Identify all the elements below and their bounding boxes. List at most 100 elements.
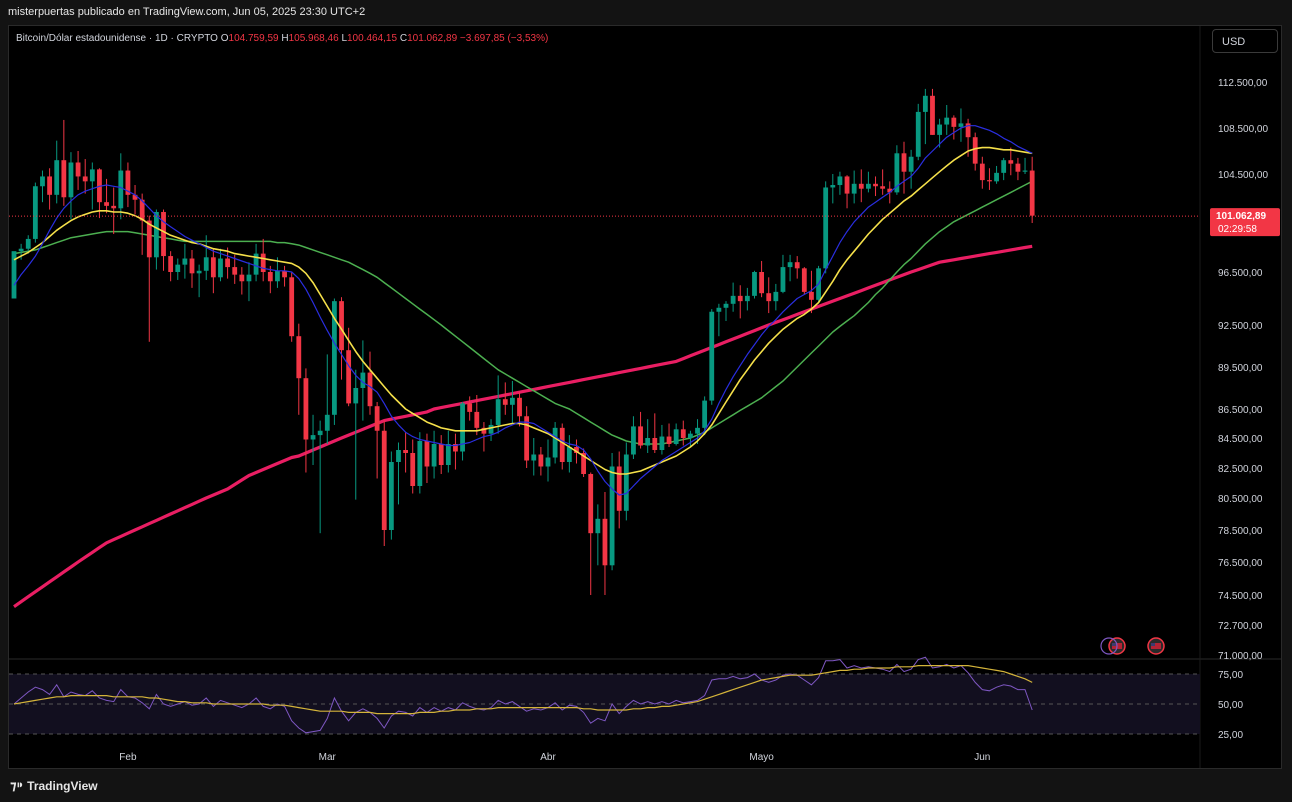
candle-body [289, 277, 295, 337]
tradingview-logo-icon: ⁊⁍ [10, 778, 24, 793]
candle-body [581, 453, 586, 474]
last-price-label: 101.062,89 [1216, 211, 1266, 222]
candle-body [68, 162, 74, 198]
price-tick-label: 89.500,00 [1218, 363, 1263, 374]
candle-body [1029, 170, 1035, 216]
candle-body [801, 268, 807, 292]
symbol-label[interactable]: Bitcoin/Dólar estadounidense · 1D · CRYP… [16, 33, 218, 44]
candle-body [161, 211, 166, 257]
candle-body [317, 430, 323, 436]
candle-body [723, 303, 729, 308]
candle-body [82, 176, 88, 182]
candle-body [602, 518, 608, 566]
candle-body [972, 137, 978, 164]
candle-body [780, 267, 786, 292]
candle-body [510, 397, 515, 405]
candle-body [858, 183, 864, 189]
candle-body [680, 429, 686, 438]
candle-body [18, 248, 24, 252]
candle-body [566, 447, 572, 462]
candle-body [709, 311, 715, 401]
candle-body [794, 262, 800, 269]
candle-body [25, 238, 31, 249]
change-value: −3.697,85 (−3,53%) [459, 33, 549, 44]
candle-body [403, 450, 408, 453]
price-tick-label: 76.500,00 [1218, 558, 1263, 569]
candle-body [467, 403, 473, 412]
price-tick-label: 84.500,00 [1218, 434, 1263, 445]
candle-body [495, 399, 501, 425]
candle-body [887, 188, 893, 193]
candle-body [652, 438, 658, 450]
candle-body [823, 187, 829, 269]
candle-body [844, 176, 850, 194]
candle-body [574, 447, 579, 453]
candle-body [894, 153, 900, 193]
publish-caption: misterpuertas publicado en TradingView.c… [8, 6, 366, 18]
candle-body [61, 160, 67, 198]
low-label: L [341, 33, 347, 44]
price-tick-label: 71.000,00 [1218, 651, 1263, 662]
candle-body [830, 185, 836, 188]
candle-body [873, 183, 878, 187]
candle-body [695, 427, 700, 434]
flag-canton [1151, 643, 1155, 646]
candle-body [353, 388, 359, 404]
candle-body [901, 153, 907, 172]
chart-frame [8, 25, 1282, 769]
price-tick-label: 86.500,00 [1218, 405, 1263, 416]
candle-body [132, 194, 138, 200]
candle-body [951, 117, 957, 127]
candle-body [275, 270, 280, 282]
candle-body [958, 123, 964, 127]
candle-body [431, 444, 437, 467]
ma200-line [13, 244, 1033, 609]
open-value: 104.759,59 [228, 33, 279, 44]
candle-body [851, 183, 857, 194]
candle-body [367, 372, 373, 407]
candle-body [545, 457, 551, 467]
candle-body [182, 258, 188, 265]
candle-body [75, 162, 81, 177]
candle-body [524, 416, 530, 461]
candle-body [559, 427, 565, 462]
candle-body [1008, 160, 1014, 164]
candle-body [937, 124, 942, 135]
candle-body [538, 454, 544, 467]
candle-body [759, 272, 764, 294]
flag-icon [1151, 643, 1161, 649]
flag-canton [1112, 643, 1116, 646]
candle-body [944, 117, 950, 125]
candle-body [474, 411, 480, 428]
price-tick-label: 108.500,00 [1218, 124, 1268, 135]
candle-body [339, 301, 344, 351]
candle-body [502, 399, 508, 405]
candle-body [744, 295, 750, 302]
candle-body [915, 111, 921, 157]
candle-body [453, 444, 458, 452]
currency-button[interactable]: USD [1212, 29, 1278, 53]
tradingview-logo[interactable]: ⁊⁍ TradingView [10, 778, 98, 794]
event-ring-icon [1100, 637, 1118, 655]
candle-body [225, 258, 230, 268]
candle-body [673, 429, 679, 444]
candle-body [374, 406, 380, 431]
candle-body [168, 256, 174, 272]
candle-body [787, 262, 793, 268]
time-axis-label: Mayo [749, 752, 774, 763]
candle-body [517, 397, 522, 417]
candle-body [417, 441, 423, 486]
ma50-line [13, 180, 1033, 445]
candle-body [139, 199, 145, 221]
candle-body [189, 258, 195, 274]
time-axis-label: Jun [974, 752, 990, 763]
candle-body [773, 291, 779, 302]
candle-body [239, 274, 245, 282]
candle-body [445, 444, 451, 465]
candle-body [104, 202, 109, 206]
candle-body [752, 272, 757, 296]
candle-body [531, 454, 537, 461]
candle-body [246, 274, 252, 282]
candle-body [880, 186, 886, 189]
